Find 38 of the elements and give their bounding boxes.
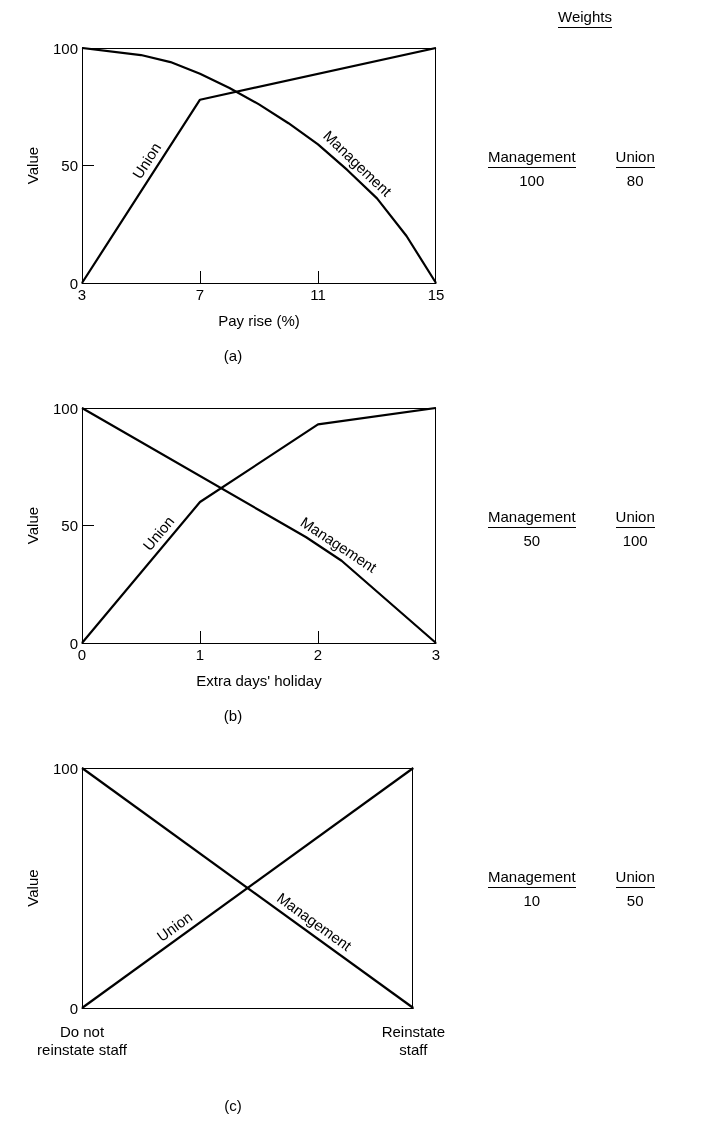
text: 50	[522, 532, 542, 549]
x-tick-label: 3	[77, 286, 87, 303]
text: Union	[615, 868, 655, 888]
text: 50	[625, 892, 645, 909]
annotation: Management	[488, 868, 576, 888]
text: Weights	[558, 8, 612, 28]
text: 100	[518, 172, 546, 189]
x-tick-label: 7	[195, 286, 205, 303]
text: Management	[488, 508, 576, 528]
text: Union	[615, 148, 655, 168]
y-axis-title: Value	[24, 869, 41, 907]
y-axis-title: Value	[24, 506, 41, 545]
text: (c)	[224, 1097, 242, 1114]
text: 80	[625, 172, 645, 189]
x-tick-label: 2	[313, 646, 323, 663]
text: (b)	[223, 707, 243, 724]
x-axis-title: Extra days' holiday	[196, 672, 323, 689]
y-tick-label: 100	[52, 39, 78, 57]
y-tick-label: 100	[52, 759, 78, 777]
x-tick-label: 15	[427, 286, 445, 303]
y-tick-label: 100	[52, 399, 78, 417]
x-tick-label: 11	[310, 286, 326, 303]
text: 100	[621, 532, 649, 549]
y-tick-label: 0	[69, 274, 78, 292]
text: (a)	[223, 347, 243, 364]
x-axis-title: Pay rise (%)	[218, 312, 300, 329]
x-tick-label: 1	[195, 646, 205, 663]
x-tick-label: Do not reinstate staff	[37, 1022, 128, 1058]
y-tick-label: 0	[69, 999, 78, 1017]
text: Management	[488, 148, 576, 168]
y-tick-label: 50	[61, 157, 78, 174]
y-tick-label: 50	[61, 517, 78, 534]
x-tick-label: Reinstate staff	[381, 1022, 445, 1058]
y-tick-label: 0	[69, 634, 78, 652]
y-axis-title: Value	[24, 146, 41, 185]
annotation: 10	[522, 892, 542, 909]
text: Union	[615, 508, 655, 528]
x-tick-label: 3	[431, 646, 441, 663]
